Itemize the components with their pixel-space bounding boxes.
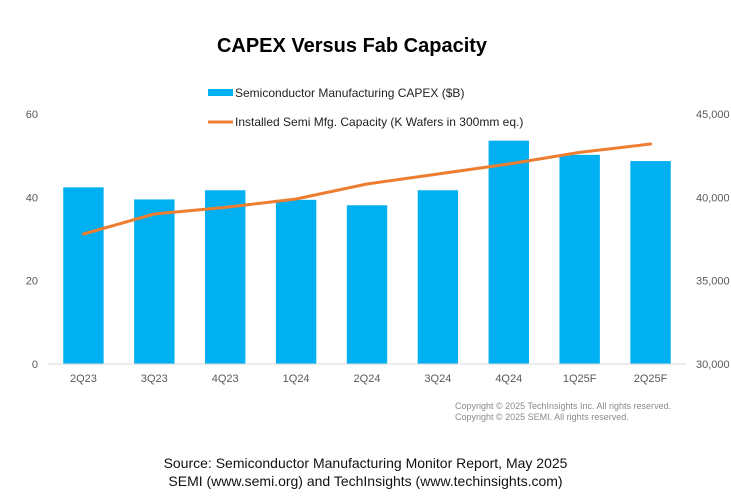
x-tick-label: 2Q24 [354, 373, 381, 385]
left-tick-label: 60 [26, 109, 38, 121]
legend-label-capacity: Installed Semi Mfg. Capacity (K Wafers i… [235, 115, 523, 129]
x-axis: 2Q23 3Q23 4Q23 1Q24 2Q24 3Q24 4Q24 1Q25F 2Q25F [70, 373, 668, 385]
left-tick-label: 0 [32, 359, 38, 371]
x-tick-label: 4Q24 [495, 373, 522, 385]
left-tick-label: 40 [26, 192, 38, 204]
legend-swatch-capex [208, 89, 233, 96]
capex-bar [488, 140, 529, 364]
right-tick-label: 30,000 [696, 359, 730, 371]
x-tick-label: 4Q23 [212, 373, 239, 385]
capex-bar [417, 190, 459, 364]
right-axis: 30,000 35,000 40,000 45,000 [696, 109, 730, 371]
x-tick-label: 3Q23 [141, 373, 168, 385]
x-tick-label: 1Q24 [283, 373, 310, 385]
x-tick-label: 2Q25F [634, 373, 668, 385]
copyright-notice: Copyright © 2025 TechInsights Inc. All r… [455, 401, 671, 423]
x-tick-label: 1Q25F [563, 373, 597, 385]
capex-bars [63, 140, 671, 364]
capex-bar [63, 187, 104, 364]
copyright-techinsights: Copyright © 2025 TechInsights Inc. All r… [455, 401, 672, 411]
right-tick-label: 45,000 [696, 109, 730, 121]
source-line-1: Source: Semiconductor Manufacturing Moni… [163, 455, 568, 471]
legend: Semiconductor Manufacturing CAPEX ($B) I… [208, 86, 523, 129]
capex-bar [205, 190, 246, 364]
chart-title: CAPEX Versus Fab Capacity [217, 35, 488, 57]
capex-bar [630, 161, 671, 364]
source-line-2: SEMI (www.semi.org) and TechInsights (ww… [168, 473, 563, 489]
copyright-semi: Copyright © 2025 SEMI. All rights reserv… [455, 412, 629, 422]
right-tick-label: 35,000 [696, 276, 730, 288]
capex-bar [346, 205, 388, 364]
capacity-line [81, 142, 653, 236]
left-tick-label: 20 [26, 276, 38, 288]
legend-label-capex: Semiconductor Manufacturing CAPEX ($B) [235, 86, 464, 100]
right-tick-label: 40,000 [696, 192, 730, 204]
left-axis: 0 20 40 60 [26, 109, 38, 371]
capex-bar [559, 154, 600, 364]
capex-bar [134, 199, 175, 364]
x-tick-label: 3Q24 [424, 373, 451, 385]
x-tick-label: 2Q23 [70, 373, 97, 385]
capex-bar [275, 199, 317, 364]
source-note: Source: Semiconductor Manufacturing Moni… [0, 454, 731, 490]
